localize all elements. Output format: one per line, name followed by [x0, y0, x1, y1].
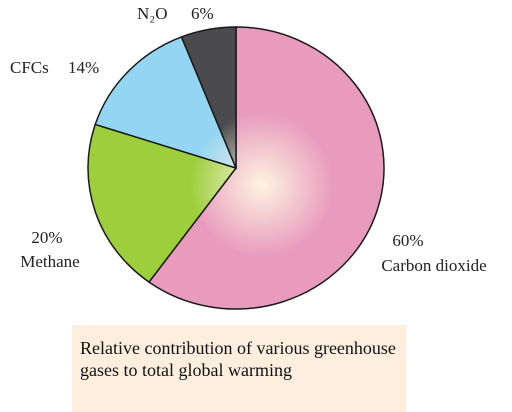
slice-name: CFCs: [10, 58, 49, 77]
slice-value: 6%: [191, 4, 214, 23]
slice-name: Methane: [20, 252, 79, 271]
pie-slice: [94, 35, 238, 170]
slice-value: 60%: [392, 231, 423, 250]
chart: Carbon dioxide 60% Methane 20% CFCs 14% N₂O 6%: [10, 4, 487, 310]
pie-slice: [180, 26, 237, 169]
slice-name: N₂O: [137, 4, 167, 23]
slice-value: 14%: [68, 58, 99, 77]
pie-slice: [147, 26, 385, 310]
pie-slice: [87, 123, 238, 284]
slice-name: Carbon dioxide: [381, 256, 486, 275]
chart-title: Relative contribution of various greenho…: [72, 325, 406, 412]
slice-value: 20%: [31, 228, 62, 247]
